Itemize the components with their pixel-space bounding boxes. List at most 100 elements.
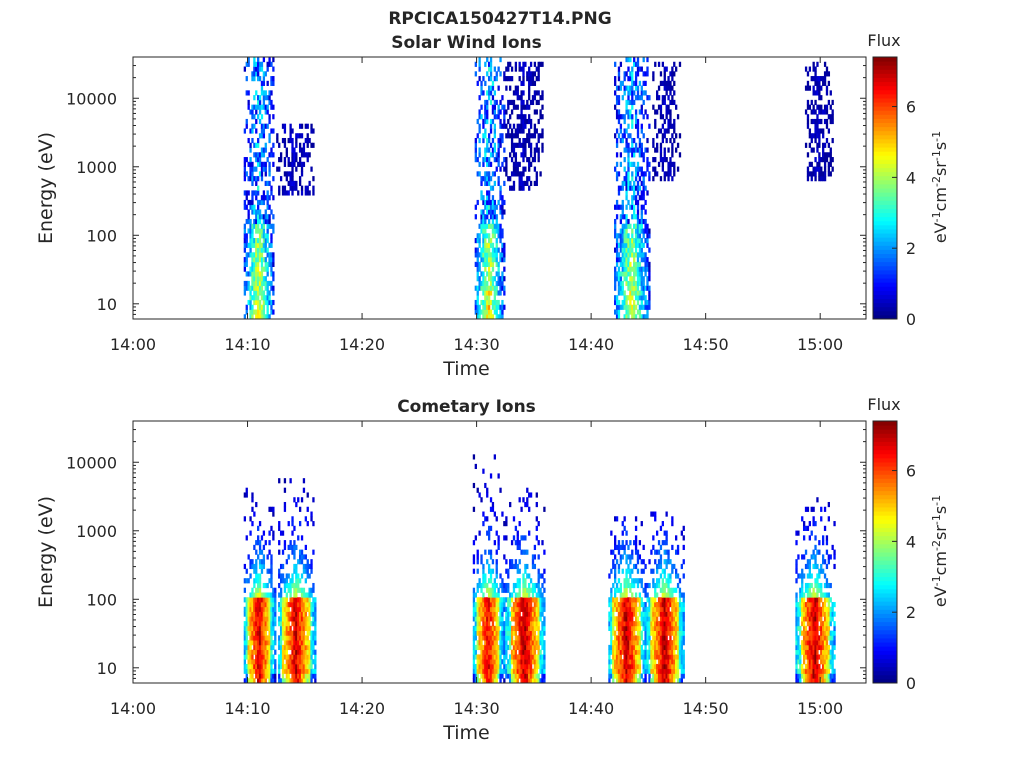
- flux-cell: [671, 516, 673, 521]
- flux-cell: [246, 535, 248, 540]
- flux-cell: [625, 71, 627, 76]
- flux-cell: [519, 569, 521, 574]
- colorbar-step: [873, 114, 897, 119]
- flux-cell: [265, 143, 267, 148]
- flux-cell: [253, 57, 255, 62]
- flux-cell: [534, 650, 536, 655]
- flux-cell: [484, 152, 486, 157]
- flux-cell: [263, 228, 265, 233]
- flux-cell: [312, 583, 314, 588]
- flux-cell: [263, 81, 265, 86]
- flux-cell: [536, 516, 538, 521]
- flux-cell: [637, 119, 639, 124]
- flux-cell: [616, 128, 618, 133]
- flux-cell: [669, 157, 671, 162]
- flux-cell: [308, 597, 310, 602]
- flux-cell: [270, 243, 272, 248]
- flux-cell: [665, 535, 667, 540]
- flux-cell: [272, 252, 274, 257]
- flux-cell: [809, 143, 811, 148]
- flux-cell: [618, 569, 620, 574]
- flux-cell: [541, 62, 543, 67]
- flux-cell: [620, 162, 622, 167]
- flux-cell: [270, 554, 272, 559]
- flux-cell: [284, 502, 286, 507]
- flux-cell: [616, 295, 618, 300]
- flux-cell: [830, 105, 832, 110]
- flux-cell: [272, 276, 274, 281]
- flux-cell: [299, 507, 301, 512]
- flux-cell: [505, 654, 507, 659]
- flux-cell: [263, 564, 265, 569]
- colorbar-step: [873, 90, 897, 95]
- flux-cell: [635, 176, 637, 181]
- flux-cell: [519, 612, 521, 617]
- flux-cell: [259, 540, 261, 545]
- flux-cell: [536, 171, 538, 176]
- flux-cell: [249, 300, 251, 305]
- flux-cell: [268, 214, 270, 219]
- flux-cell: [641, 86, 643, 91]
- flux-cell: [673, 171, 675, 176]
- flux-cell: [265, 540, 267, 545]
- flux-cell: [499, 238, 501, 243]
- flux-cell: [618, 252, 620, 257]
- flux-cell: [257, 143, 259, 148]
- flux-cell: [480, 559, 482, 564]
- flux-cell: [478, 262, 480, 267]
- flux-cell: [280, 176, 282, 181]
- flux-cell: [824, 62, 826, 67]
- flux-cell: [270, 664, 272, 669]
- flux-cell: [530, 578, 532, 583]
- flux-cell: [246, 233, 248, 238]
- flux-cell: [538, 152, 540, 157]
- flux-cell: [488, 305, 490, 310]
- flux-cell: [528, 167, 530, 172]
- flux-cell: [475, 148, 477, 153]
- flux-cell: [272, 271, 274, 276]
- flux-cell: [681, 645, 683, 650]
- flux-cell: [268, 119, 270, 124]
- flux-cell: [633, 583, 635, 588]
- flux-cell: [503, 583, 505, 588]
- flux-cell: [625, 531, 627, 536]
- flux-cell: [631, 200, 633, 205]
- flux-cell: [534, 81, 536, 86]
- flux-cell: [482, 90, 484, 95]
- flux-cell: [496, 564, 498, 569]
- flux-cell: [282, 573, 284, 578]
- flux-cell: [809, 86, 811, 91]
- flux-cell: [490, 76, 492, 81]
- flux-cell: [477, 248, 479, 253]
- flux-cell: [610, 569, 612, 574]
- flux-cell: [616, 597, 618, 602]
- colorbar-title: Flux: [867, 31, 900, 50]
- flux-cell: [528, 186, 530, 191]
- colorbar-step: [873, 188, 897, 193]
- flux-cell: [276, 133, 278, 138]
- flux-cell: [633, 181, 635, 186]
- flux-cell: [637, 124, 639, 129]
- flux-cell: [480, 588, 482, 593]
- flux-cell: [610, 635, 612, 640]
- flux-cell: [629, 588, 631, 593]
- flux-cell: [314, 621, 316, 626]
- flux-cell: [255, 195, 257, 200]
- flux-cell: [660, 143, 662, 148]
- flux-cell: [832, 138, 834, 143]
- flux-cell: [248, 554, 250, 559]
- flux-cell: [669, 171, 671, 176]
- flux-cell: [641, 645, 643, 650]
- flux-cell: [488, 95, 490, 100]
- flux-cell: [257, 138, 259, 143]
- flux-cell: [249, 645, 251, 650]
- flux-cell: [616, 248, 618, 253]
- flux-cell: [671, 545, 673, 550]
- flux-cell: [618, 578, 620, 583]
- flux-cell: [673, 650, 675, 655]
- flux-cell: [301, 497, 303, 502]
- flux-cell: [509, 62, 511, 67]
- flux-cell: [477, 271, 479, 276]
- colorbar-step: [873, 127, 897, 132]
